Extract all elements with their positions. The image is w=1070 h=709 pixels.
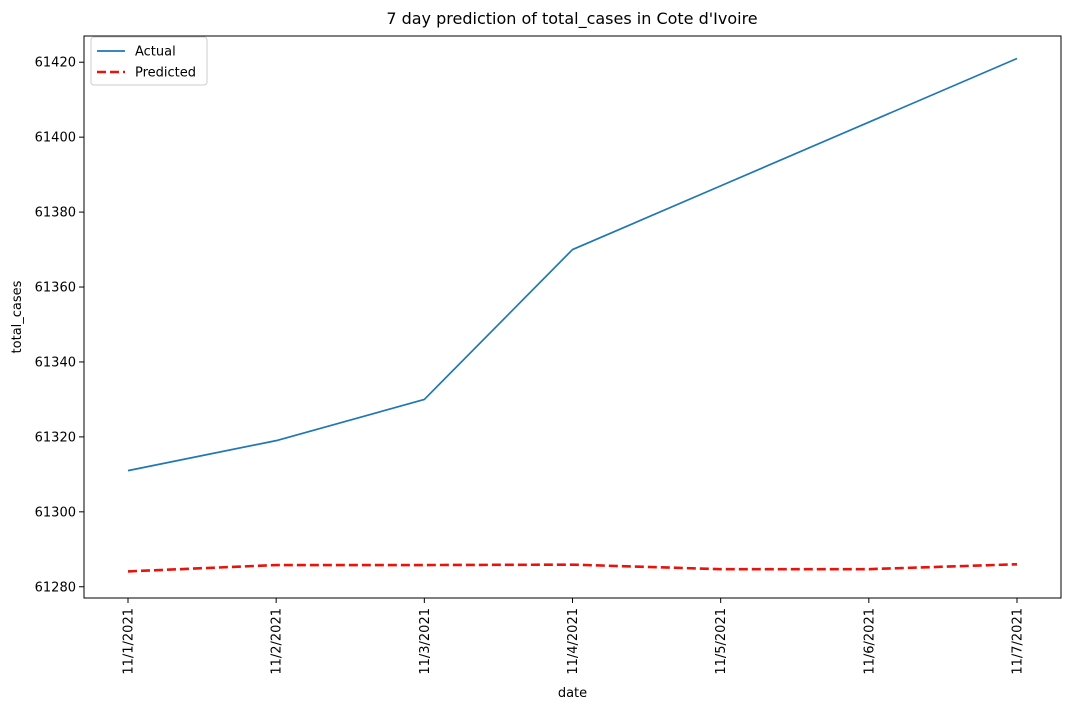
x-tick-label: 11/7/2021: [1011, 608, 1026, 675]
plot-frame: [83, 35, 1062, 599]
legend-box: [90, 36, 208, 86]
y-tick-label: 61380: [35, 206, 76, 221]
y-tick-label: 61360: [35, 281, 76, 296]
y-tick-label: 61280: [35, 580, 76, 595]
x-tick-label: 11/4/2021: [566, 608, 581, 675]
y-tick-label: 61420: [35, 56, 76, 71]
x-tick-label: 11/1/2021: [122, 608, 137, 675]
y-tick-label: 61400: [35, 131, 76, 146]
y-axis: 61280 61300 61320 61340 61360 61380 61400 61420: [35, 56, 84, 595]
y-tick-label: 61340: [35, 355, 76, 370]
x-tick-label: 11/5/2021: [714, 608, 729, 675]
x-tick-label: 11/2/2021: [270, 608, 285, 675]
series-line-actual: [127, 57, 1018, 472]
series-layer: [127, 57, 1018, 573]
x-axis: 11/1/2021 11/2/2021 11/3/2021 11/4/2021 11/5…: [122, 598, 1026, 675]
x-tick-label: 11/6/2021: [862, 608, 877, 675]
y-tick-label: 61300: [35, 505, 76, 520]
legend-label: Actual: [135, 45, 176, 60]
y-tick-label: 61320: [35, 430, 76, 445]
legend-label: Predicted: [135, 66, 196, 81]
series-line-predicted: [127, 562, 1018, 573]
x-tick-label: 11/3/2021: [418, 608, 433, 675]
chart-title: 7 day prediction of total_cases in Cote …: [386, 9, 757, 29]
x-axis-label: date: [558, 686, 587, 701]
legend: Actual Predicted: [90, 36, 208, 86]
y-axis-label: total_cases: [10, 280, 25, 353]
